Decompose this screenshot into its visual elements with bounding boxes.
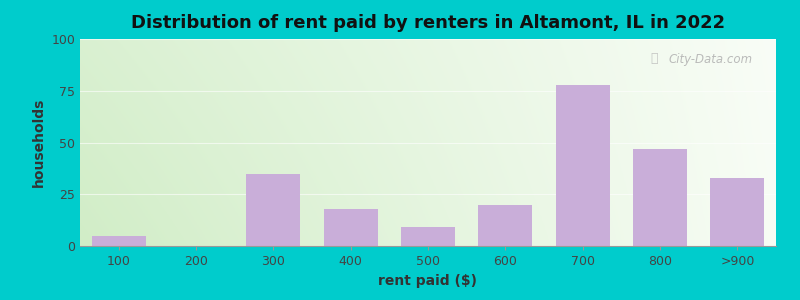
Y-axis label: households: households [32, 98, 46, 187]
Bar [401, 227, 455, 246]
Bar [633, 149, 687, 246]
Bar [246, 173, 301, 246]
Bar [555, 85, 610, 246]
Title: Distribution of rent paid by renters in Altamont, IL in 2022: Distribution of rent paid by renters in … [131, 14, 725, 32]
Bar [323, 209, 378, 246]
Bar [710, 178, 765, 246]
Text: ⓘ: ⓘ [650, 52, 658, 65]
Text: City-Data.com: City-Data.com [668, 53, 752, 67]
X-axis label: rent paid ($): rent paid ($) [378, 274, 478, 288]
Bar [478, 205, 533, 246]
Bar [91, 236, 146, 246]
